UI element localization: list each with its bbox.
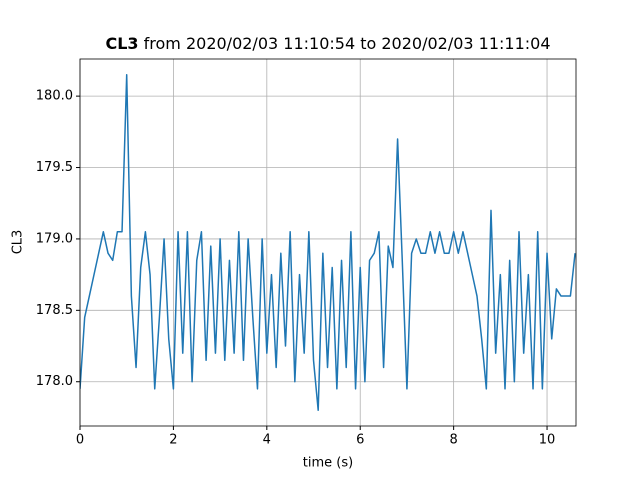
y-axis-label: CL3 (11, 230, 26, 255)
data-line (80, 73, 576, 412)
x-tick-label: 8 (449, 433, 457, 448)
plot-frame (79, 58, 577, 427)
y-tick-label: 179.0 (36, 231, 73, 246)
x-tick-label: 6 (356, 433, 364, 448)
y-tick-label: 180.0 (36, 89, 73, 104)
x-tick-label: 4 (263, 433, 271, 448)
y-tick-label: 178.5 (36, 303, 73, 318)
title-bold: CL3 (105, 34, 138, 53)
x-tick-label: 10 (539, 433, 556, 448)
chart-title: CL3 from 2020/02/03 11:10:54 to 2020/02/… (105, 34, 550, 53)
y-tick-label: 179.5 (36, 160, 73, 175)
title-rest: from 2020/02/03 11:10:54 to 2020/02/03 1… (139, 34, 551, 53)
x-tick-label: 2 (169, 433, 177, 448)
y-tick-label: 178.0 (36, 374, 73, 389)
x-tick-label: 0 (76, 433, 84, 448)
x-axis-label: time (s) (303, 456, 353, 471)
